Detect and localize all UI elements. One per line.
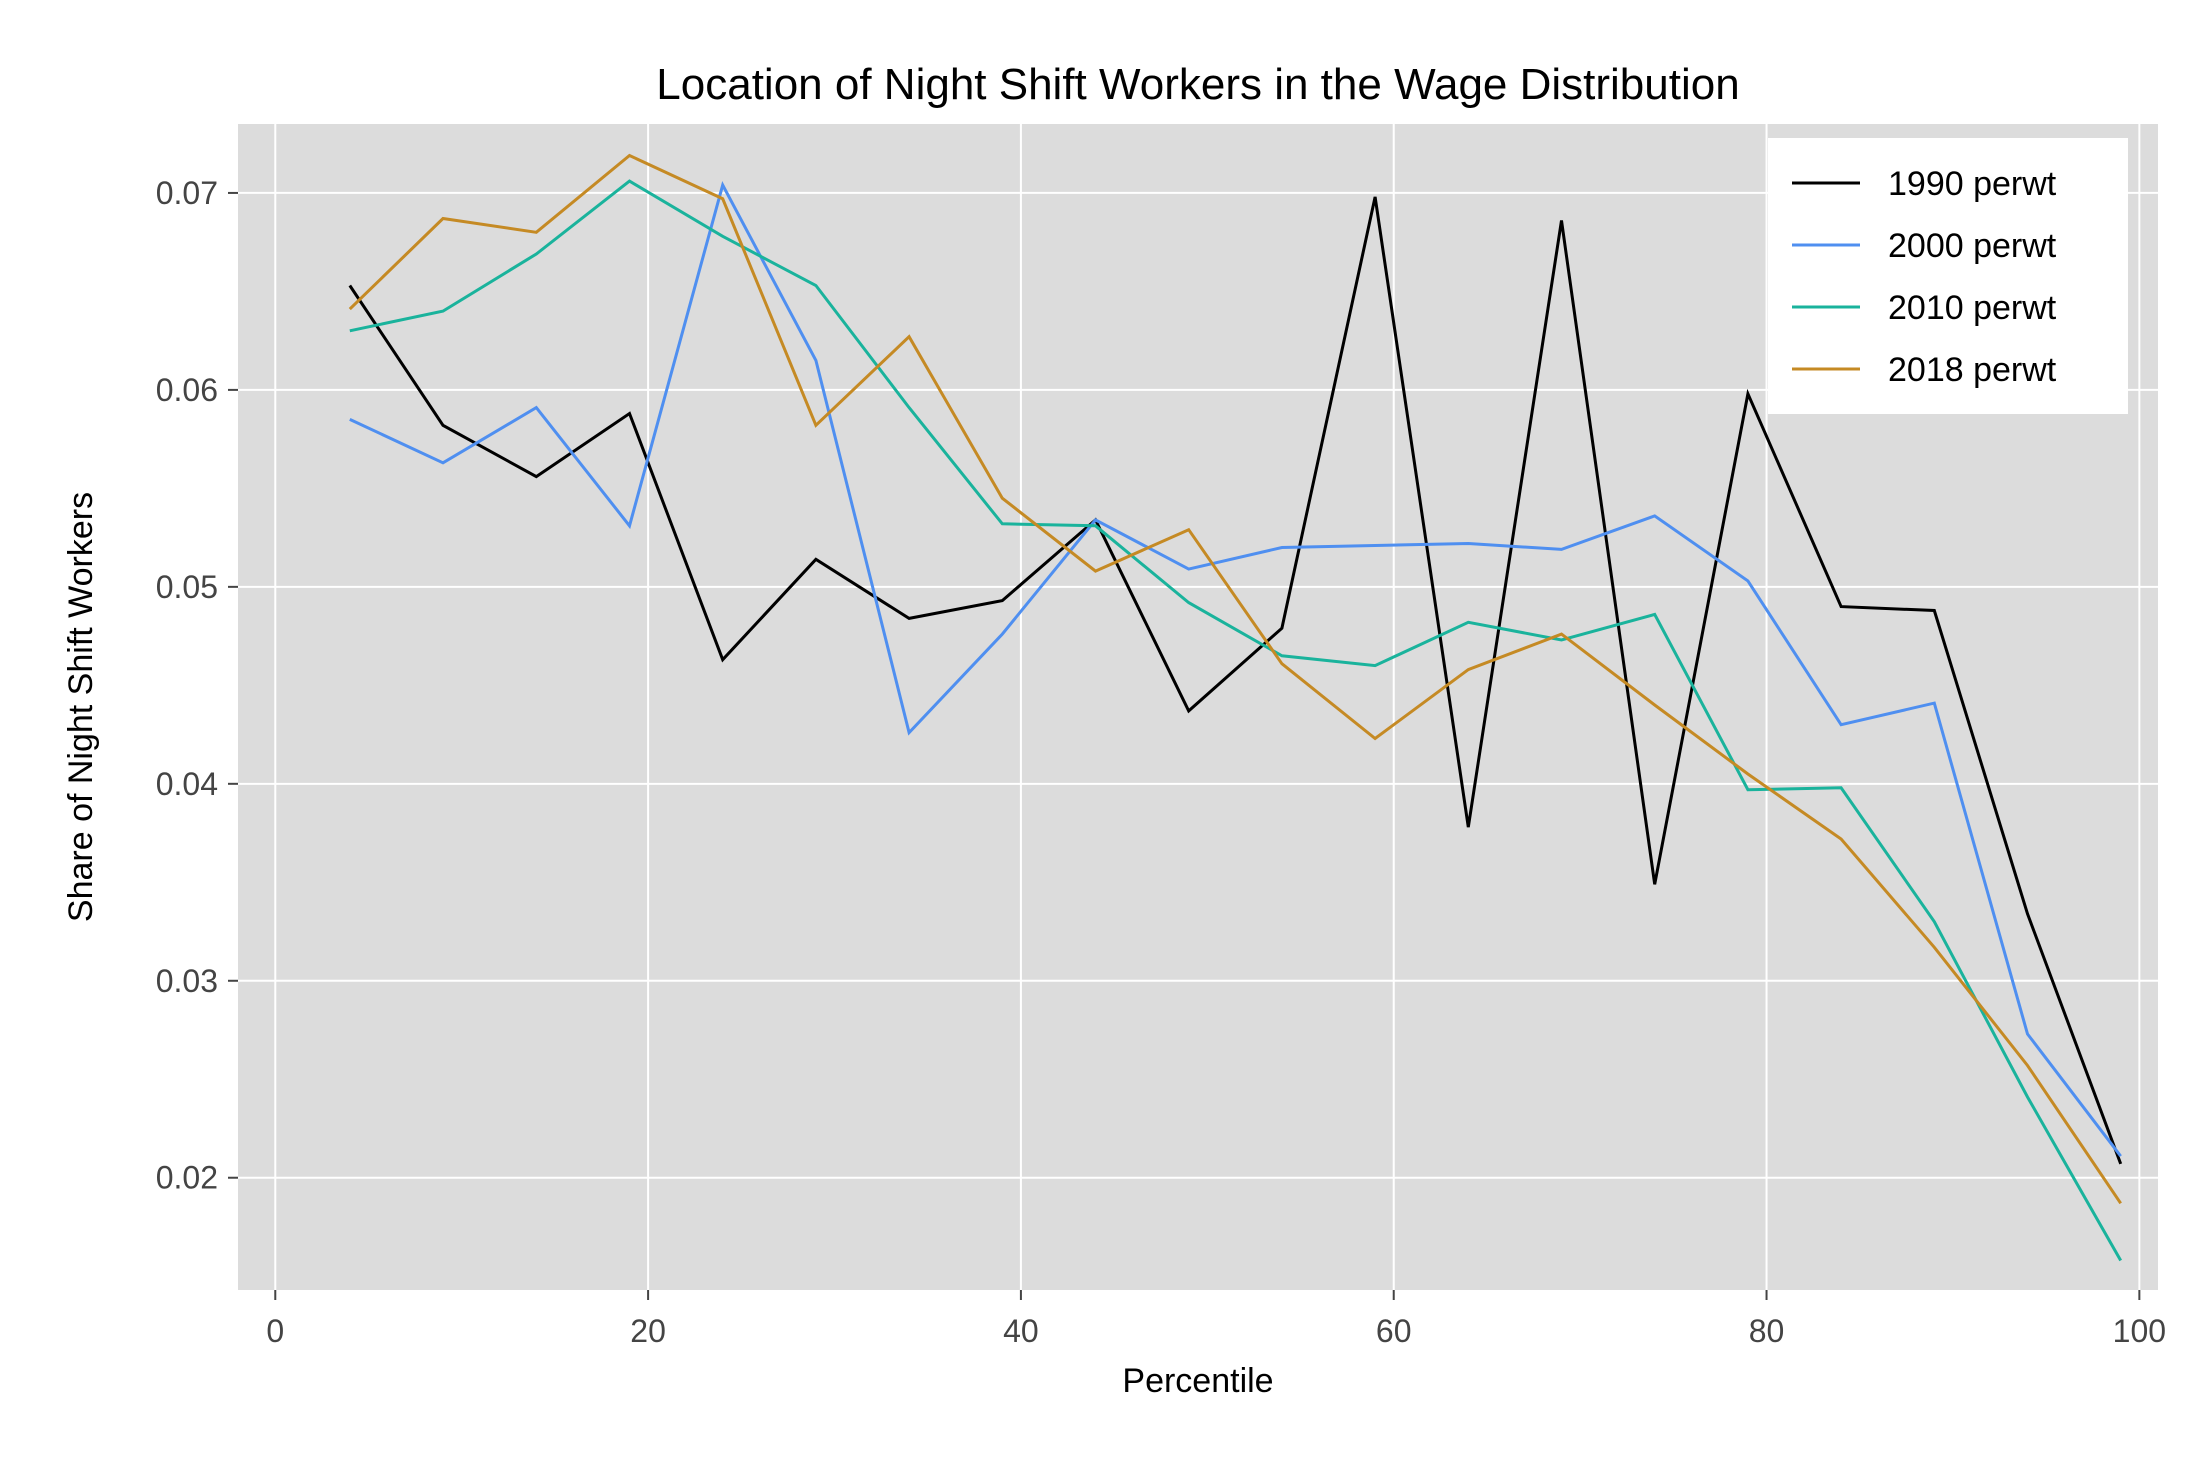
axes: 0 20 40 60 80 100 0.02 0.03 0.04 0.05 0.06 0.07 <box>156 175 2166 1349</box>
series-line-2 <box>349 181 2122 1158</box>
series-line-1 <box>348 196 2123 1165</box>
series-line-3 <box>349 179 2123 1262</box>
x-axis-label: Percentile <box>1122 1362 1273 1400</box>
y-tick-label: 0.05 <box>156 569 218 605</box>
series-line-4 <box>348 153 2122 1205</box>
y-tick-label: 0.06 <box>156 372 218 408</box>
legend-label: 2010 perwt <box>1888 289 2057 327</box>
legend-label: 2000 perwt <box>1888 227 2057 265</box>
series <box>348 153 2123 1262</box>
y-tick-label: 0.03 <box>156 963 218 999</box>
legend-label: 1990 perwt <box>1888 165 2057 203</box>
y-tick-label: 0.04 <box>156 766 218 802</box>
x-tick-label: 40 <box>1003 1313 1039 1349</box>
grid <box>238 124 2158 1290</box>
y-tick-label: 0.02 <box>156 1160 218 1196</box>
legend: 1990 perwt 2000 perwt 2010 perwt 2018 perwt <box>1768 138 2128 414</box>
x-tick-label: 60 <box>1376 1313 1412 1349</box>
x-tick-label: 20 <box>630 1313 666 1349</box>
x-tick-label: 100 <box>2113 1313 2166 1349</box>
x-tick-label: 0 <box>266 1313 284 1349</box>
legend-label: 2018 perwt <box>1888 351 2057 389</box>
x-tick-label: 80 <box>1749 1313 1785 1349</box>
y-axis-label: Share of Night Shift Workers <box>62 492 100 922</box>
chart-title: Location of Night Shift Workers in the W… <box>656 60 1739 109</box>
y-tick-label: 0.07 <box>156 175 218 211</box>
